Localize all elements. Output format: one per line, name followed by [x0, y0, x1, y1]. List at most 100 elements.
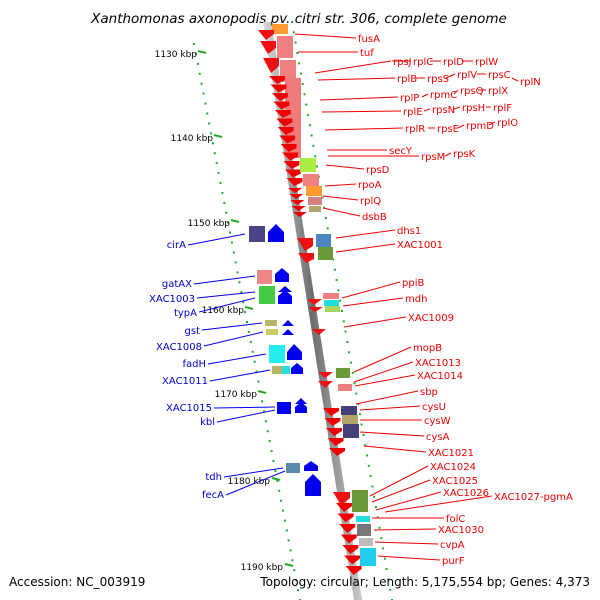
- gene-block-tdh[interactable]: [286, 463, 300, 473]
- gene-label-dhs1[interactable]: dhs1: [397, 226, 421, 237]
- gene-label-rpsS[interactable]: rpsS: [427, 74, 449, 85]
- gene-arrow-XAC1009[interactable]: [312, 329, 326, 335]
- gene-arrow[interactable]: [273, 101, 290, 110]
- gene-label-rpsE[interactable]: rpsE: [437, 124, 459, 135]
- gene-label-XAC1001[interactable]: XAC1001: [397, 240, 443, 251]
- gene-arrow[interactable]: [288, 188, 302, 193]
- gene-label-XAC1025[interactable]: XAC1025: [432, 476, 478, 487]
- gene-arrow[interactable]: [345, 566, 362, 575]
- gene-arrow-gst[interactable]: [282, 320, 294, 326]
- gene-block-XAC1015[interactable]: [277, 402, 291, 414]
- gene-arrow[interactable]: [326, 428, 342, 436]
- gene-label-tdh[interactable]: tdh: [205, 472, 222, 483]
- gene-block-gst[interactable]: [265, 320, 277, 326]
- gene-arrow-cirA[interactable]: [268, 224, 284, 242]
- gene-arrow-mdh[interactable]: [308, 307, 323, 312]
- gene-label-XAC1015[interactable]: XAC1015: [166, 403, 212, 414]
- gene-arrow[interactable]: [336, 503, 352, 512]
- gene-label-fusA[interactable]: fusA: [358, 34, 380, 45]
- gene-label-typA[interactable]: typA: [174, 308, 197, 319]
- gene-label-dsbB[interactable]: dsbB: [362, 212, 387, 223]
- gene-label-XAC1027-pgmA[interactable]: XAC1027-pgmA: [494, 492, 573, 503]
- gene-arrow-kbl[interactable]: [295, 402, 307, 413]
- gene-arrow[interactable]: [339, 524, 356, 533]
- gene-arrow-tdh[interactable]: [304, 461, 318, 471]
- gene-block-XAC1011[interactable]: [272, 366, 282, 374]
- gene-label-rplR[interactable]: rplR: [405, 124, 425, 135]
- gene-arrow[interactable]: [270, 84, 287, 93]
- gene-block-cysA[interactable]: [343, 424, 359, 438]
- gene-arrow[interactable]: [329, 448, 345, 456]
- gene-block-mdh[interactable]: [324, 300, 339, 306]
- gene-arrow[interactable]: [337, 513, 354, 523]
- gene-arrow-tuf[interactable]: [260, 41, 276, 54]
- gene-block-XAC1003[interactable]: [259, 286, 275, 304]
- gene-label-mdh[interactable]: mdh: [405, 294, 427, 305]
- gene-arrow-XAC1001[interactable]: [298, 253, 314, 263]
- gene-block-XAC1011-2[interactable]: [282, 366, 290, 374]
- gene-arrow[interactable]: [283, 161, 300, 169]
- gene-block-XAC1001[interactable]: [318, 247, 333, 260]
- gene-block-cysW[interactable]: [342, 415, 358, 424]
- gene-label-cysW[interactable]: cysW: [424, 416, 451, 427]
- gene-label-rplE[interactable]: rplE: [403, 107, 423, 118]
- gene-block-dhs1[interactable]: [316, 234, 331, 247]
- gene-arrow[interactable]: [327, 438, 344, 446]
- gene-arrow-ppiB[interactable]: [307, 299, 322, 305]
- gene-arrow[interactable]: [289, 194, 304, 199]
- gene-arrow[interactable]: [340, 534, 357, 544]
- gene-arrow-fadH[interactable]: [287, 344, 302, 360]
- gene-label-rplQ[interactable]: rplQ: [360, 196, 381, 207]
- gene-label-rplW[interactable]: rplW: [475, 57, 498, 68]
- gene-arrow[interactable]: [282, 152, 299, 161]
- gene-arrow[interactable]: [279, 135, 296, 144]
- gene-block-mdh-2[interactable]: [325, 306, 340, 312]
- gene-label-XAC1003[interactable]: XAC1003: [149, 294, 195, 305]
- gene-block-rplQ[interactable]: [308, 197, 322, 205]
- gene-block-XAC1008[interactable]: [266, 329, 278, 335]
- gene-label-secY[interactable]: secY: [389, 146, 413, 157]
- gene-label-purF[interactable]: purF: [442, 556, 465, 567]
- gene-arrow-XAC1003[interactable]: [278, 286, 292, 292]
- gene-arrow[interactable]: [324, 418, 341, 426]
- gene-block-cirA[interactable]: [249, 226, 265, 242]
- gene-arrow[interactable]: [323, 408, 339, 416]
- gene-arrow-gatAX[interactable]: [275, 268, 289, 282]
- gene-arrow[interactable]: [286, 178, 303, 186]
- gene-block-dsbB[interactable]: [309, 206, 321, 212]
- gene-arrow[interactable]: [271, 93, 288, 101]
- gene-label-rplB[interactable]: rplB: [397, 74, 417, 85]
- gene-label-XAC1011[interactable]: XAC1011: [162, 376, 208, 387]
- gene-block-fadH[interactable]: [269, 345, 285, 363]
- gene-block-XAC1030[interactable]: [357, 524, 371, 536]
- gene-arrow-XAC1021[interactable]: [333, 492, 350, 505]
- gene-label-tuf[interactable]: tuf: [360, 48, 374, 59]
- gene-label-rplP[interactable]: rplP: [400, 93, 419, 104]
- gene-arrow[interactable]: [276, 118, 293, 127]
- gene-arrow[interactable]: [344, 555, 360, 565]
- gene-label-rplX[interactable]: rplX: [488, 86, 508, 97]
- gene-label-rpmD[interactable]: rpmD: [466, 121, 494, 132]
- gene-label-rpsJ[interactable]: rpsJ: [393, 57, 412, 68]
- gene-label-rpmC[interactable]: rpmC: [430, 90, 457, 101]
- gene-arrow[interactable]: [291, 206, 306, 211]
- gene-label-rpsN[interactable]: rpsN: [432, 105, 455, 116]
- gene-arrow[interactable]: [290, 200, 305, 205]
- gene-label-folC[interactable]: folC: [446, 514, 465, 525]
- gene-label-XAC1030[interactable]: XAC1030: [438, 525, 484, 536]
- gene-label-rpsC[interactable]: rpsC: [488, 70, 511, 81]
- gene-label-rpsQ[interactable]: rpsQ: [460, 86, 484, 97]
- gene-label-XAC1014[interactable]: XAC1014: [417, 371, 463, 382]
- gene-arrow-dhs1[interactable]: [297, 238, 313, 251]
- gene-block-XAC1024[interactable]: [352, 490, 368, 512]
- gene-block-ppiB[interactable]: [323, 293, 339, 299]
- gene-block-gatAX[interactable]: [257, 270, 272, 284]
- gene-label-XAC1026[interactable]: XAC1026: [443, 488, 489, 499]
- gene-arrow-XAC1013[interactable]: [318, 381, 333, 388]
- gene-arrow[interactable]: [274, 110, 291, 118]
- gene-block-fusA[interactable]: [272, 24, 288, 34]
- gene-block-cysU[interactable]: [341, 406, 357, 415]
- gene-label-rplV[interactable]: rplV: [457, 70, 477, 81]
- gene-label-fadH[interactable]: fadH: [182, 359, 206, 370]
- gene-arrow[interactable]: [284, 169, 301, 178]
